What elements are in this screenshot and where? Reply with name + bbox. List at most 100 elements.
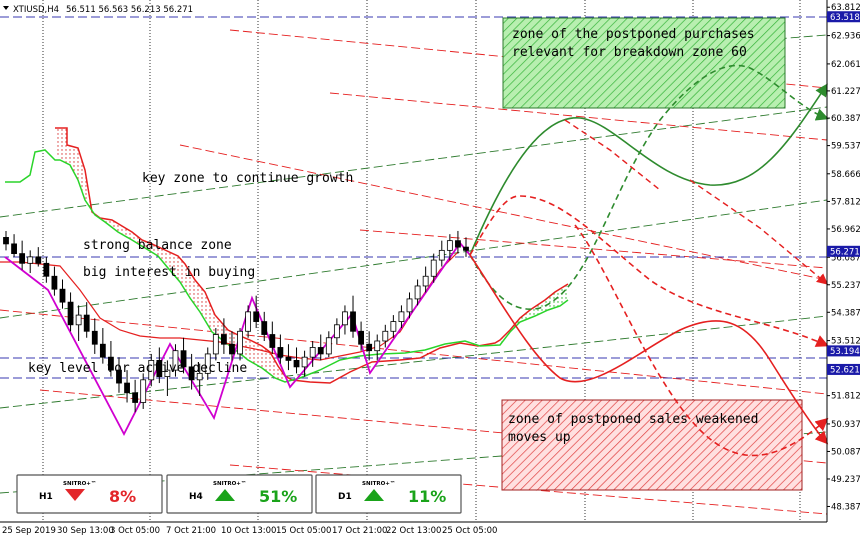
- candle: [406, 292, 413, 319]
- candle-body: [212, 334, 219, 355]
- candle-body: [180, 350, 187, 368]
- candle-body: [455, 240, 461, 248]
- candle: [75, 305, 82, 341]
- candle-body: [229, 343, 235, 355]
- time-tick-label: 30 Sep 13:00: [57, 526, 114, 536]
- time-axis[interactable]: 25 Sep 2019 30 Sep 13:003 Oct 05:00 7 Oct …: [2, 526, 497, 536]
- candle: [261, 311, 268, 341]
- candle: [422, 266, 429, 293]
- candle-body: [301, 356, 308, 368]
- candle: [116, 357, 122, 393]
- candle: [156, 347, 163, 384]
- candle-body: [382, 330, 389, 342]
- candle: [172, 344, 179, 377]
- price-tick-label: 55.237: [831, 281, 860, 291]
- price-tick-label: 63.812: [831, 3, 860, 13]
- badge-h1: H1 SNITRO+™ 8%: [16, 474, 163, 514]
- price-tick-label: 58.666: [831, 170, 860, 180]
- candle-body: [237, 330, 243, 355]
- candle-body: [91, 330, 98, 345]
- candle: [309, 340, 316, 367]
- candle: [91, 318, 98, 354]
- forecast-curves: [469, 64, 829, 457]
- candle-body: [19, 253, 26, 264]
- candle-body: [342, 311, 348, 326]
- arrow-down-icon: [65, 489, 85, 501]
- symbol-label: XTIUSD,H4: [13, 5, 59, 15]
- candle: [196, 363, 203, 397]
- candle-body: [309, 347, 316, 358]
- price-tick-label: 57.812: [831, 197, 860, 207]
- candle-body: [172, 350, 179, 371]
- price-tick-label: 60.387: [831, 114, 860, 124]
- price-tick-label: 51.812: [831, 392, 860, 402]
- price-tag-box: [827, 363, 860, 375]
- candle: [237, 328, 243, 361]
- time-tick-label: 17 Oct 21:00: [332, 526, 387, 536]
- buy-zone-label-2: relevant for breakdown zone 60: [512, 45, 747, 60]
- decline-label: key level for active decline: [28, 361, 247, 376]
- candle: [293, 347, 300, 374]
- candle: [285, 344, 292, 371]
- price-tick-label: 62.061: [831, 60, 860, 70]
- price-tag-label: 63.518: [830, 13, 860, 23]
- price-tick-label: 50.087: [831, 447, 860, 457]
- interest-label: big interest in buying: [83, 265, 255, 280]
- buy-zone: [502, 17, 786, 109]
- candle: [212, 328, 219, 361]
- candle-body: [51, 275, 58, 290]
- candle: [59, 279, 66, 309]
- badge-indicator-name: SNITRO+™: [63, 480, 96, 487]
- candle: [43, 256, 50, 283]
- candle: [358, 321, 364, 351]
- candle: [229, 331, 235, 361]
- badge-indicator-name: SNITRO+™: [213, 480, 246, 487]
- candle: [333, 318, 340, 345]
- candle-body: [390, 321, 397, 332]
- time-tick-label: 25 Oct 05:00: [442, 526, 497, 536]
- candle-body: [406, 298, 413, 313]
- candle-body: [124, 382, 130, 394]
- candle-body: [108, 356, 114, 371]
- time-tick-label: 10 Oct 13:00: [221, 526, 276, 536]
- candle: [188, 353, 195, 390]
- price-axis[interactable]: 63.812 62.936 62.061 61.227 60.387 59.537 58.6…: [827, 3, 860, 512]
- price-tick-label: 61.227: [831, 87, 860, 97]
- badge-percent: 11%: [408, 487, 446, 506]
- candle-body: [148, 360, 155, 381]
- candle-body: [285, 356, 292, 361]
- badge-h4: H4 SNITRO+™ 51%: [166, 474, 313, 514]
- candle: [148, 353, 155, 387]
- candle: [204, 347, 211, 380]
- candle: [108, 340, 114, 377]
- price-tick-label: 54.387: [831, 308, 860, 318]
- price-tag-box: [827, 11, 860, 23]
- candle: [390, 315, 397, 338]
- candle: [132, 379, 139, 413]
- price-tick-label: 62.936: [831, 32, 860, 42]
- candle-body: [358, 330, 364, 345]
- badge-frame: [166, 474, 313, 514]
- candle: [35, 247, 42, 267]
- candle-body: [132, 392, 139, 403]
- candle-body: [422, 275, 429, 287]
- price-tick-label: 56.962: [831, 225, 860, 235]
- price-tag-label: 52.621: [830, 366, 860, 376]
- candle: [253, 295, 260, 329]
- price-tag-box: [827, 245, 860, 257]
- candle: [220, 318, 227, 354]
- candle: [27, 250, 34, 274]
- candle-body: [277, 347, 284, 358]
- dropdown-triangle-icon[interactable]: [3, 6, 9, 10]
- candle: [180, 337, 187, 374]
- candle-body: [220, 334, 227, 345]
- candle-body: [75, 314, 82, 326]
- candle-body: [245, 311, 252, 332]
- badge-frame: [16, 474, 163, 514]
- time-tick-label: 3 Oct 05:00: [110, 526, 160, 536]
- candle: [317, 334, 324, 361]
- candle-body: [11, 243, 17, 254]
- price-tick-label: 50.937: [831, 420, 860, 430]
- candle-body: [99, 343, 106, 358]
